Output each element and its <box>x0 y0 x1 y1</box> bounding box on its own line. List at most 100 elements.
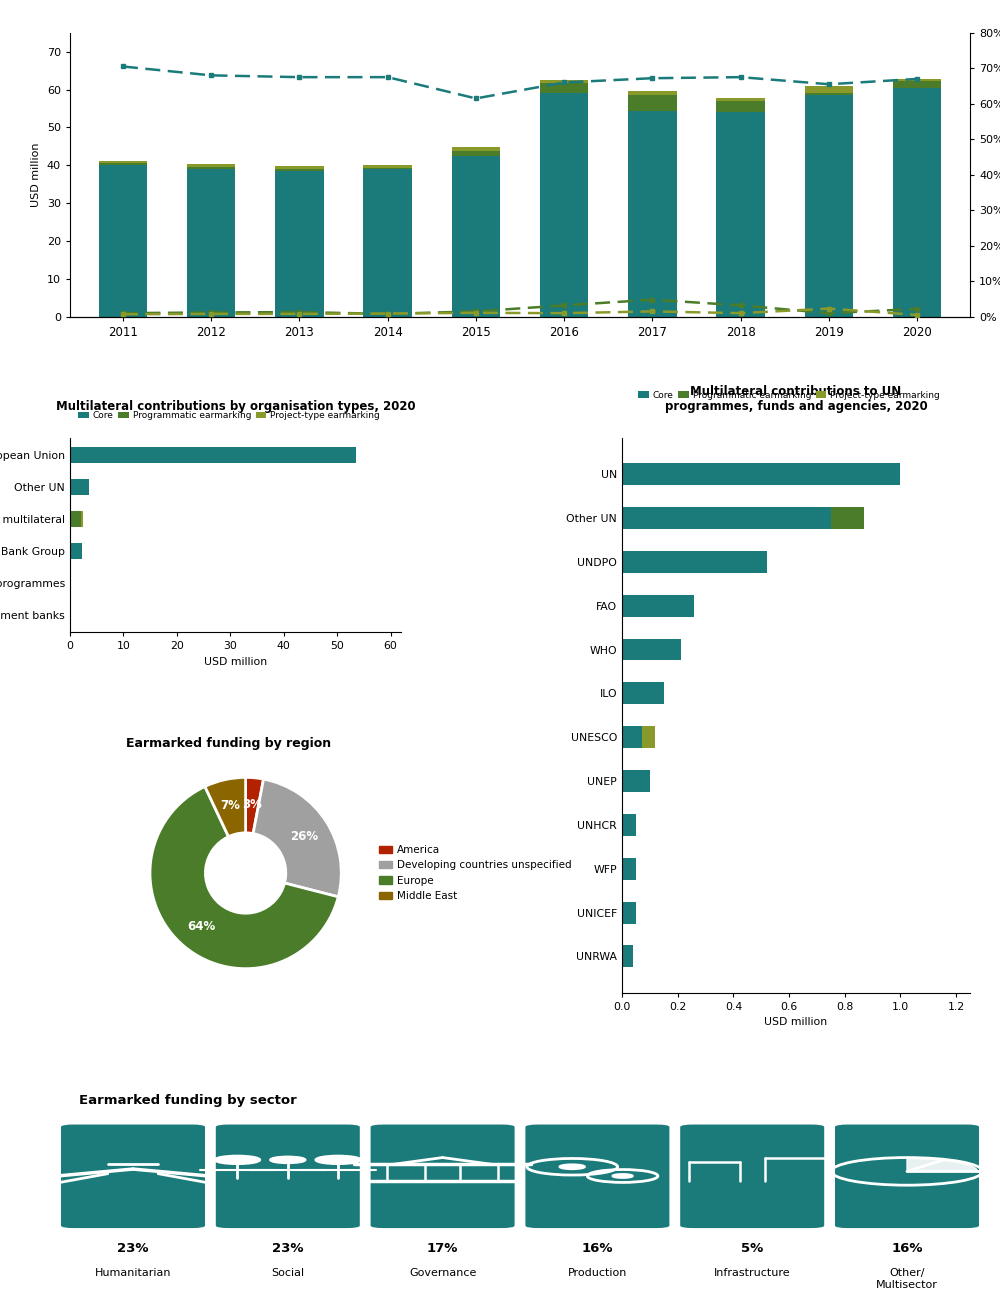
Text: 5%: 5% <box>741 1242 763 1255</box>
Core (% total ODA) <box>205 67 217 83</box>
Text: Earmarked funding by region: Earmarked funding by region <box>126 737 331 750</box>
Text: Production: Production <box>568 1268 627 1278</box>
Bar <box>622 595 694 616</box>
Bar <box>831 507 864 528</box>
Project-type earmarking (% total ODA) <box>735 305 747 321</box>
Bar <box>622 638 681 661</box>
Bar <box>275 170 324 317</box>
Text: Other/
Multisector: Other/ Multisector <box>876 1268 938 1290</box>
Project-type earmarking (% total ODA) <box>823 300 835 316</box>
Text: Governance: Governance <box>409 1268 476 1278</box>
Programmatic earmarking (% total ODA) <box>823 305 835 321</box>
Bar <box>893 79 941 81</box>
FancyBboxPatch shape <box>680 1125 824 1228</box>
FancyBboxPatch shape <box>61 1125 205 1228</box>
Bar <box>452 148 500 151</box>
Text: 64%: 64% <box>188 919 216 932</box>
Legend: America, Developing countries unspecified, Europe, Middle East: America, Developing countries unspecifie… <box>375 842 576 905</box>
Text: 26%: 26% <box>290 830 318 843</box>
Circle shape <box>560 1164 585 1169</box>
Bar <box>805 93 853 96</box>
X-axis label: USD million: USD million <box>764 1017 828 1028</box>
Core (% total ODA) <box>117 59 129 75</box>
Title: Multilateral contributions by organisation types, 2020: Multilateral contributions by organisati… <box>56 400 415 413</box>
Polygon shape <box>907 1159 978 1171</box>
Text: 16%: 16% <box>891 1242 923 1255</box>
Project-type earmarking (% total ODA) <box>646 304 658 320</box>
Core (% total ODA) <box>293 69 305 85</box>
Text: Social: Social <box>271 1268 304 1278</box>
Programmatic earmarking (% total ODA) <box>382 305 394 321</box>
Line: Project-type earmarking (% total ODA): Project-type earmarking (% total ODA) <box>121 307 919 317</box>
Wedge shape <box>253 779 341 897</box>
Bar <box>99 161 147 164</box>
Bar <box>622 945 633 968</box>
Bar <box>540 83 588 93</box>
Circle shape <box>613 1175 633 1177</box>
Bar <box>622 814 636 836</box>
Bar <box>805 85 853 93</box>
FancyBboxPatch shape <box>525 1125 669 1228</box>
Bar <box>716 111 765 317</box>
Bar <box>540 80 588 83</box>
Bar <box>70 543 82 560</box>
Text: 17%: 17% <box>427 1242 458 1255</box>
Programmatic earmarking (% total ODA) <box>646 292 658 308</box>
Programmatic earmarking (% total ODA) <box>293 304 305 320</box>
Text: 3%: 3% <box>242 798 262 812</box>
Core (% total ODA) <box>382 69 394 85</box>
Bar <box>452 151 500 156</box>
Text: 23%: 23% <box>117 1242 149 1255</box>
Bar <box>622 463 900 485</box>
Bar <box>275 169 324 170</box>
Bar <box>622 507 831 528</box>
Core (% total ODA) <box>911 71 923 87</box>
Project-type earmarking (% total ODA) <box>558 305 570 321</box>
Bar <box>622 726 642 749</box>
Bar <box>622 683 664 704</box>
Programmatic earmarking (% total ODA) <box>470 304 482 320</box>
Bar <box>363 165 412 168</box>
Bar <box>716 101 765 111</box>
FancyBboxPatch shape <box>835 1125 979 1228</box>
Programmatic earmarking (% total ODA) <box>117 305 129 321</box>
FancyBboxPatch shape <box>371 1125 515 1228</box>
Bar <box>452 156 500 317</box>
Bar <box>628 90 677 96</box>
Bar <box>893 81 941 88</box>
Bar <box>540 93 588 317</box>
Text: 16%: 16% <box>582 1242 613 1255</box>
Programmatic earmarking (% total ODA) <box>735 298 747 313</box>
Text: Humanitarian: Humanitarian <box>95 1268 171 1278</box>
Bar <box>70 511 81 527</box>
Line: Programmatic earmarking (% total ODA): Programmatic earmarking (% total ODA) <box>121 298 919 316</box>
Bar <box>187 169 235 317</box>
Core (% total ODA) <box>470 90 482 106</box>
Bar <box>187 168 235 169</box>
Circle shape <box>316 1156 361 1164</box>
Core (% total ODA) <box>823 76 835 92</box>
Bar <box>805 96 853 317</box>
Project-type earmarking (% total ODA) <box>293 305 305 321</box>
Circle shape <box>215 1156 260 1164</box>
Bar <box>622 770 650 792</box>
Project-type earmarking (% total ODA) <box>911 307 923 323</box>
Programmatic earmarking (% total ODA) <box>205 304 217 320</box>
Title: Multilateral contributions to UN
programmes, funds and agencies, 2020: Multilateral contributions to UN program… <box>665 385 927 413</box>
Core (% total ODA) <box>735 69 747 85</box>
Legend: Core, Programmatic earmarking, Project-type earmarking: Core, Programmatic earmarking, Project-t… <box>75 408 383 423</box>
Bar <box>622 857 636 880</box>
Core (% total ODA) <box>646 71 658 87</box>
Text: 23%: 23% <box>272 1242 304 1255</box>
Programmatic earmarking (% total ODA) <box>911 302 923 317</box>
Bar <box>628 96 677 111</box>
Project-type earmarking (% total ODA) <box>117 307 129 323</box>
Wedge shape <box>246 777 264 834</box>
FancyBboxPatch shape <box>216 1125 360 1228</box>
Bar <box>187 164 235 168</box>
Bar <box>622 902 636 923</box>
Wedge shape <box>150 787 338 969</box>
Text: 7%: 7% <box>221 800 241 813</box>
Bar <box>642 726 655 749</box>
Bar <box>99 164 147 317</box>
